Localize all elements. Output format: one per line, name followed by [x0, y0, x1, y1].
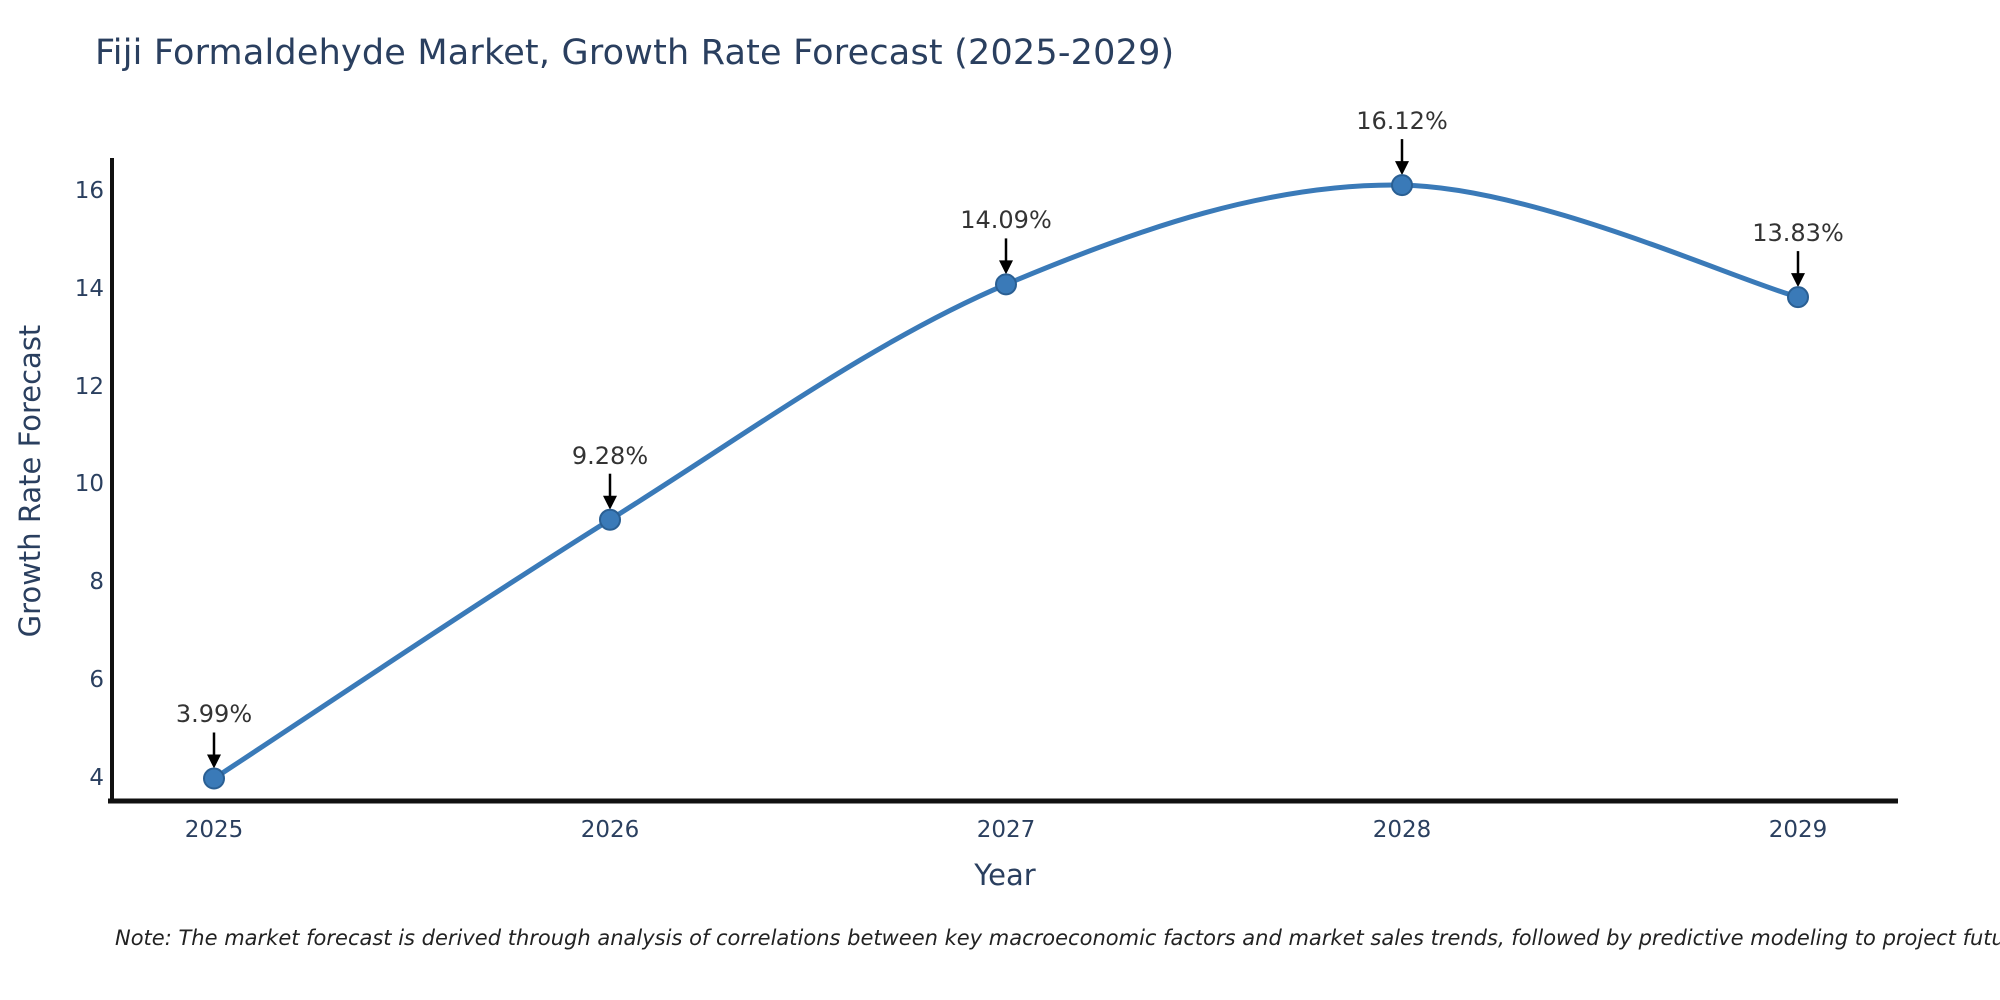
y-tick-label-14: 14: [74, 276, 104, 302]
annotation-label-2026: 9.28%: [571, 442, 649, 470]
y-tick-label-4: 4: [89, 765, 104, 791]
chart-title: Fiji Formaldehyde Market, Growth Rate Fo…: [95, 33, 1175, 73]
annotation-arrow-head: [1395, 161, 1409, 176]
annotation-arrow-head: [1791, 273, 1805, 288]
x-tick-label-2026: 2026: [580, 817, 640, 843]
annotation-arrows: [207, 139, 1805, 769]
data-point-2028[interactable]: [1391, 174, 1413, 197]
annotation-label-2025: 3.99%: [175, 700, 253, 728]
y-tick-label-8: 8: [89, 569, 104, 595]
y-tick-label-10: 10: [74, 471, 104, 497]
x-tick-label-2025: 2025: [184, 817, 244, 843]
data-point-2029[interactable]: [1787, 286, 1809, 309]
data-point-2026[interactable]: [599, 508, 621, 531]
annotation-arrow-head: [207, 754, 221, 769]
annotation-label-2028: 16.12%: [1356, 107, 1448, 135]
annotation-label-2027: 14.09%: [960, 206, 1052, 234]
data-point-markers: [203, 174, 1809, 790]
y-tick-label-12: 12: [74, 374, 104, 400]
footnote: Note: The market forecast is derived thr…: [115, 926, 2000, 950]
x-tick-label-2029: 2029: [1768, 817, 1828, 843]
annotation-arrow-head: [999, 260, 1013, 275]
annotation-label-2029: 13.83%: [1752, 219, 1844, 247]
data-point-2025[interactable]: [203, 767, 225, 790]
x-axis-title: Year: [974, 858, 1036, 892]
y-tick-label-16: 16: [74, 178, 104, 204]
x-tick-label-2027: 2027: [976, 817, 1036, 843]
y-tick-label-6: 6: [89, 667, 104, 693]
x-tick-label-2028: 2028: [1372, 817, 1432, 843]
annotation-arrow-head: [603, 495, 617, 510]
data-point-2027[interactable]: [995, 273, 1017, 296]
